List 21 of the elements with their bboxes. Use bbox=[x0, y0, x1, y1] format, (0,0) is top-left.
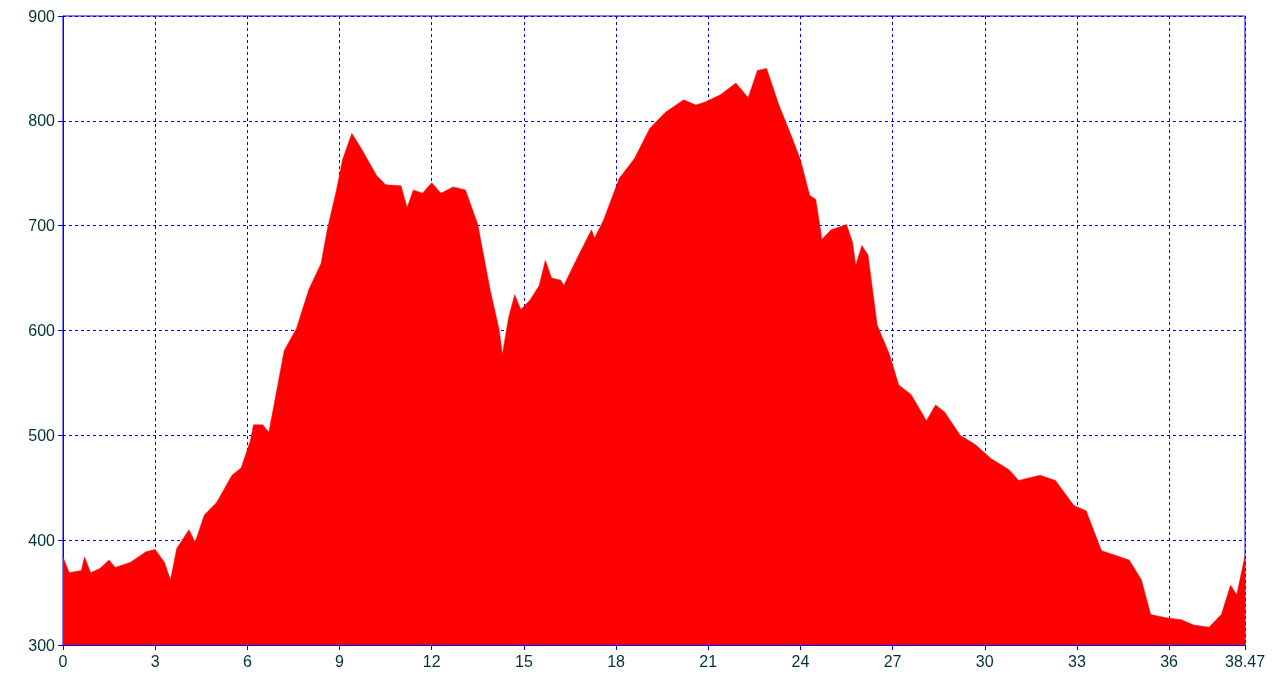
x-tick-label: 0 bbox=[58, 652, 68, 670]
y-tick-label: 800 bbox=[28, 112, 56, 130]
y-tick-label: 700 bbox=[28, 217, 56, 235]
y-tick-label: 600 bbox=[28, 322, 56, 339]
x-tick-label: 6 bbox=[242, 652, 252, 670]
x-tick-label: 30 bbox=[975, 652, 994, 670]
x-tick-label: 38.47 bbox=[1224, 652, 1266, 670]
x-tick-label: 21 bbox=[699, 652, 718, 670]
x-tick-label: 9 bbox=[335, 652, 345, 670]
x-tick-label: 12 bbox=[422, 652, 441, 670]
y-tick-label: 400 bbox=[28, 531, 56, 549]
y-tick-label: 500 bbox=[28, 426, 56, 444]
x-tick-label: 27 bbox=[883, 652, 902, 670]
y-tick-label: 900 bbox=[28, 7, 56, 25]
x-tick-label: 15 bbox=[514, 652, 533, 670]
x-tick-label: 24 bbox=[791, 652, 810, 670]
x-tick-label: 36 bbox=[1160, 652, 1179, 670]
y-tick-label: 300 bbox=[28, 636, 56, 654]
x-tick-label: 33 bbox=[1068, 652, 1086, 670]
x-tick-label: 18 bbox=[607, 652, 626, 670]
x-tick-label: 3 bbox=[150, 652, 160, 670]
